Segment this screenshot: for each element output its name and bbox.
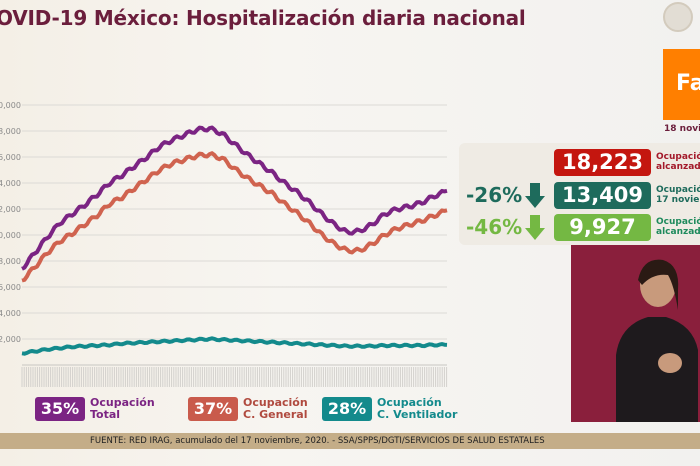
minimum-change: -46%: [466, 215, 523, 239]
minimum-label: Ocupaciónalcanzada: [656, 217, 700, 237]
source-footer: FUENTE: RED IRAG, acumulado del 17 novie…: [0, 433, 700, 449]
y-tick-label: 6,000: [0, 283, 21, 292]
arrow-down-icon: [530, 215, 540, 229]
peak-label-1: Ocupación: [656, 152, 700, 162]
government-seal-logo: [663, 2, 693, 32]
current-value: 13,409: [554, 182, 651, 209]
series-line-2: [21, 336, 448, 356]
arrow-down-head: [525, 228, 545, 240]
badge-ventilador-label-1: Ocupación: [377, 396, 442, 409]
badge-total: 35%: [35, 397, 85, 421]
badge-total-label: Ocupación Total: [90, 397, 155, 421]
arrow-down-icon: [530, 183, 540, 197]
current-label-1: Ocupación: [656, 185, 700, 195]
y-tick-label: 8,000: [0, 127, 21, 136]
badge-total-label-1: Ocupación: [90, 396, 155, 409]
y-tick-label: 0,000: [0, 231, 21, 240]
orange-header-box: Fa: [663, 49, 700, 120]
y-tick-label: 4,000: [0, 179, 21, 188]
hospitalization-chart: 0,000 8,000 6,000 4,000 2,000 0,000 8,000 6,000…: [0, 101, 448, 387]
badge-general-label-2: C. General: [243, 408, 308, 421]
current-change: -26%: [466, 183, 523, 207]
y-tick-label: 8,000: [0, 257, 21, 266]
arrow-down-head: [525, 196, 545, 208]
y-tick-label: 2,000: [0, 205, 21, 214]
minimum-value: 9,927: [554, 214, 651, 241]
minimum-label-1: Ocupación: [656, 217, 700, 227]
badge-general-label-1: Ocupación: [243, 396, 308, 409]
y-tick-label: 4,000: [0, 309, 21, 318]
minimum-label-2: alcanzada: [656, 227, 700, 237]
series-line-1: [21, 151, 448, 283]
current-label-2: 17 noviem: [656, 195, 700, 205]
series-line-0: [21, 125, 448, 271]
badge-ventilador: 28%: [322, 397, 372, 421]
badge-general: 37%: [188, 397, 238, 421]
interpreter-figure: [616, 259, 698, 422]
badge-general-label: Ocupación C. General: [243, 397, 308, 421]
peak-value: 18,223: [554, 149, 651, 176]
date-label: 18 novi: [664, 124, 700, 134]
page-title: OVID-19 México: Hospitalización diaria n…: [0, 6, 526, 30]
y-tick-label: 0,000: [0, 101, 21, 110]
peak-label: Ocupaciónalcanzada: [656, 152, 700, 172]
badge-total-label-2: Total: [90, 408, 121, 421]
badge-ventilador-label: Ocupación C. Ventilador: [377, 397, 457, 421]
peak-label-2: alcanzada: [656, 162, 700, 172]
badge-ventilador-label-2: C. Ventilador: [377, 408, 458, 421]
y-tick-label: 6,000: [0, 153, 21, 162]
current-label: Ocupación17 noviem: [656, 185, 700, 205]
y-tick-label: 2,000: [0, 335, 21, 344]
